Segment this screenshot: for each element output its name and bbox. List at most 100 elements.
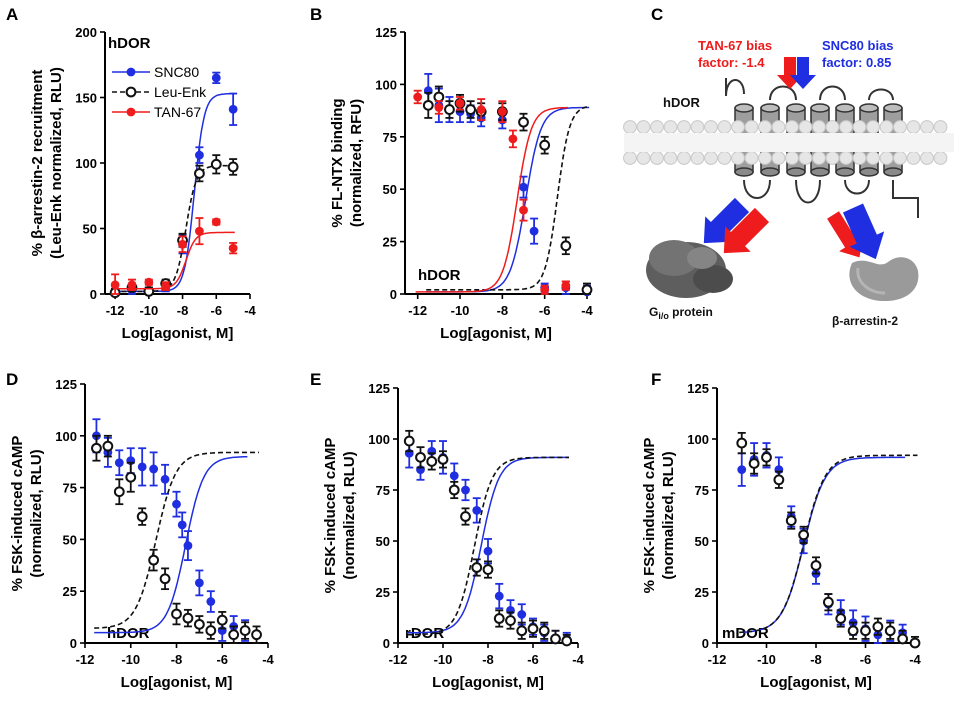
receptor-loops [725,79,919,218]
lipid-head [798,151,813,165]
data-point [415,451,426,463]
lipid-head [825,151,840,165]
x-tick-label: -4 [572,652,584,667]
data-point [193,618,205,630]
data-point [422,99,434,111]
helix-bottom-cap [786,167,806,177]
data-point [461,485,470,495]
lipid-head [852,151,867,165]
lipid-head [717,120,732,134]
lipid-head [866,151,880,165]
data-point [144,277,154,287]
data-point [195,226,204,236]
y-tick-label: 0 [390,287,397,302]
data-point [897,633,909,645]
y-tick-label: 25 [376,585,390,600]
data-point [206,597,216,606]
snc80-bias-value: factor: 0.85 [822,55,891,70]
data-point [160,474,170,484]
lipid-head [744,151,759,165]
x-tick-label: -10 [451,303,470,318]
y-tick-label: 50 [383,182,397,197]
lipid-head [893,151,907,165]
data-point [161,281,171,291]
x-tick-label: -10 [434,652,453,667]
lipid-head [690,151,705,165]
x-axis-label: Log[agonist, M] [121,674,233,691]
data-point [403,435,415,447]
lipid-head [852,120,867,134]
data-point [433,91,445,103]
data-point [465,104,477,115]
tan67-bias-label: TAN-67 bias [698,38,772,53]
data-point [494,591,504,601]
lipid-head [771,151,786,165]
lipid-head [704,120,718,134]
y-axis-label-line1: % FSK-induced cAMP [9,436,26,592]
lipid-head [731,151,745,165]
series-leu-enk [422,85,593,296]
data-point [426,456,438,467]
helix-top-cap [734,103,754,113]
snc80-arrestin-arrow [842,203,885,260]
data-point [508,134,518,144]
arrestin-icon [849,257,919,302]
data-point [455,98,465,108]
data-point [561,635,573,647]
lipid-head [785,120,799,134]
data-point [737,465,747,474]
x-tick-label: -4 [581,303,593,318]
y-tick-label: 100 [687,432,709,447]
lipid-head [893,120,907,134]
lipid-head [636,120,651,134]
data-point [847,625,859,637]
receptor-label: hDOR [107,625,150,642]
y-axis-label-line1: % FSK-induced cAMP [322,438,339,594]
x-tick-label: -6 [527,652,539,667]
series-leu-enk [403,429,573,647]
data-point [211,73,221,83]
data-point [91,442,102,454]
data-point [125,471,137,483]
x-tick-label: -12 [708,652,727,667]
x-tick-label: -6 [539,303,551,318]
data-point [482,564,494,575]
membrane-core [624,133,954,152]
panel-letter: D [6,370,18,389]
y-tick-label: 125 [375,25,397,40]
x-tick-label: -10 [139,303,158,318]
data-point [471,562,483,573]
data-point [483,546,493,556]
data-point [518,116,529,128]
x-tick-label: -8 [482,652,494,667]
lipid-head [663,120,678,134]
data-point [239,625,251,636]
y-axis-label-line1: % FSK-induced cAMP [641,438,658,594]
y-tick-label: 200 [75,25,97,40]
y-tick-label: 25 [695,585,709,600]
data-point [748,458,760,469]
x-tick-label: -6 [216,652,228,667]
data-point [171,608,182,620]
y-tick-label: 100 [368,432,390,447]
y-axis-label-line1: % FL-NTX binding [329,98,346,227]
data-point [476,105,486,114]
x-tick-label: -10 [757,652,776,667]
data-point [195,150,204,160]
y-tick-label: 125 [368,381,390,396]
data-point [835,613,847,624]
data-point [505,615,516,626]
panel-letter: A [6,5,18,24]
lipid-head [663,151,678,165]
data-point [909,637,921,649]
charts-layer: A 0 50 100 150 200 -12 -10 -8 -6 -4 Log[agonist, M]… [6,5,922,691]
lipid-head [933,120,948,134]
series-snc80 [92,418,250,642]
legend-marker [126,107,136,117]
fit-curve [426,105,590,291]
helix-top-cap [883,103,903,113]
series-snc80 [737,442,908,644]
data-point [227,161,239,173]
data-point [437,454,449,465]
data-point [493,613,505,624]
